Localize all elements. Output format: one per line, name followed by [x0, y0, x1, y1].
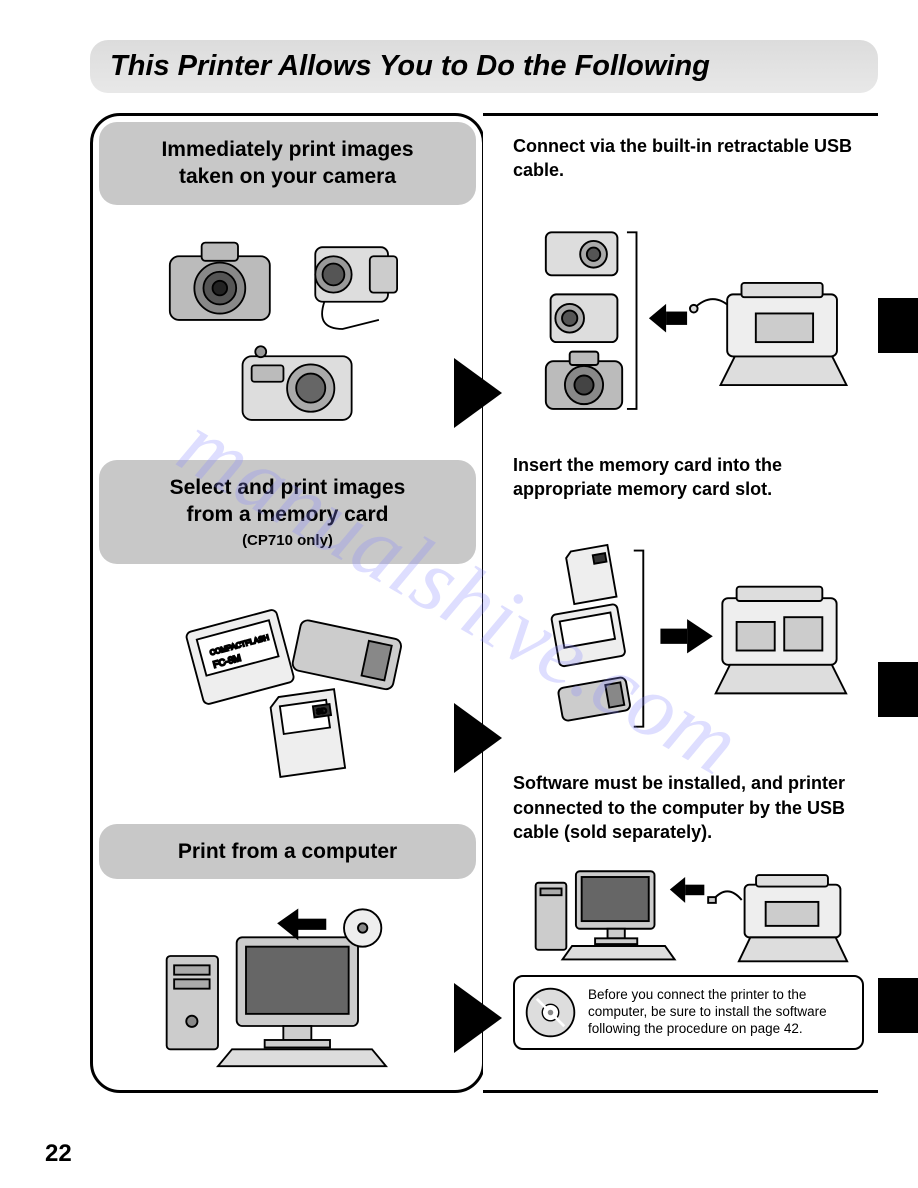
memory-cards-icon: COMPACTFLASH FC-8M — [148, 594, 428, 784]
install-note: Before you connect the printer to the co… — [513, 975, 864, 1050]
instruction-text: Connect via the built-in retractable USB… — [513, 134, 864, 183]
memory-illustration: COMPACTFLASH FC-8M — [93, 564, 482, 813]
section-header-memory: Select and print images from a memory ca… — [99, 460, 476, 564]
left-column: Immediately print images taken on your c… — [90, 113, 485, 1093]
cameras-icon — [148, 229, 428, 429]
right-section-usb: Connect via the built-in retractable USB… — [513, 134, 864, 453]
heading-sub: (CP710 only) — [109, 531, 466, 551]
usb-diagram-icon — [524, 218, 854, 428]
content-columns: Immediately print images taken on your c… — [90, 113, 878, 1093]
heading-text: Print from a computer — [178, 840, 397, 863]
instruction-text: Insert the memory card into the appropri… — [513, 453, 864, 502]
cd-icon — [523, 985, 578, 1040]
page-edge-tab — [878, 298, 918, 353]
pc-printer-diagram-icon — [524, 854, 854, 969]
card-insert-illustration — [513, 511, 864, 771]
camera-illustration — [93, 205, 482, 454]
card-diagram-icon — [524, 541, 854, 741]
instruction-text: Software must be installed, and printer … — [513, 771, 864, 844]
page-number: 22 — [45, 1140, 72, 1168]
flow-arrow-icon — [454, 358, 502, 428]
heading-text: Select and print images from a memory ca… — [170, 476, 406, 526]
software-illustration — [513, 854, 864, 969]
section-header-camera: Immediately print images taken on your c… — [99, 122, 476, 205]
page-title: This Printer Allows You to Do the Follow… — [90, 40, 878, 93]
computer-illustration — [93, 879, 482, 1090]
right-column: Connect via the built-in retractable USB… — [483, 113, 878, 1093]
page-edge-tab — [878, 978, 918, 1033]
usb-connect-illustration — [513, 193, 864, 453]
computer-icon — [148, 899, 428, 1069]
heading-text: Immediately print images taken on your c… — [161, 138, 413, 188]
flow-arrow-icon — [454, 703, 502, 773]
flow-arrow-icon — [454, 983, 502, 1053]
right-section-software: Software must be installed, and printer … — [513, 771, 864, 1076]
right-section-card: Insert the memory card into the appropri… — [513, 453, 864, 772]
svg-text:SD: SD — [315, 706, 327, 716]
section-header-computer: Print from a computer — [99, 824, 476, 879]
manual-page: This Printer Allows You to Do the Follow… — [0, 0, 918, 1188]
page-edge-tab — [878, 662, 918, 717]
note-text: Before you connect the printer to the co… — [588, 987, 854, 1038]
